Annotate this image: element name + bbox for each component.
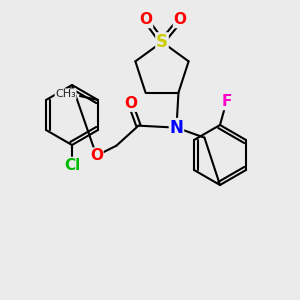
Text: F: F — [222, 94, 232, 110]
Text: O: O — [140, 13, 152, 28]
Text: Cl: Cl — [64, 158, 80, 172]
Text: N: N — [169, 119, 183, 137]
Text: O: O — [173, 13, 187, 28]
Text: O: O — [90, 148, 103, 163]
Text: S: S — [156, 33, 168, 51]
Text: O: O — [124, 96, 137, 111]
Text: CH₃: CH₃ — [55, 89, 76, 99]
